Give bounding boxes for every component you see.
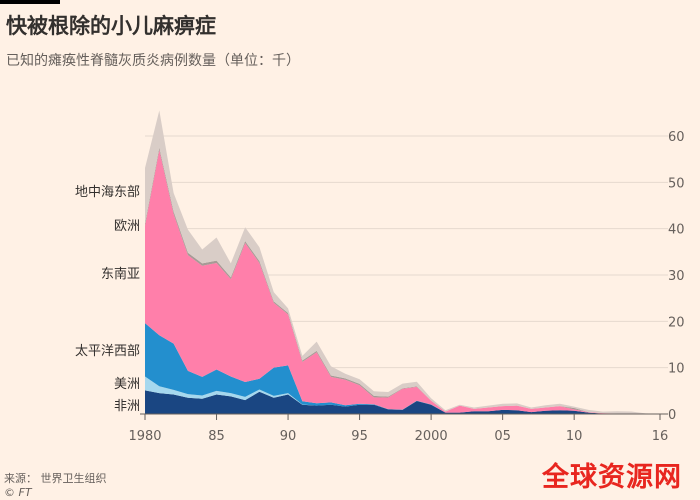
x-tick-label: 16 [652, 429, 669, 444]
region-label-欧洲: 欧洲 [114, 219, 140, 234]
x-tick-label: 1980 [128, 429, 161, 444]
y-tick-label: 50 [668, 176, 685, 191]
area-series-group [145, 110, 660, 414]
area-东南亚 [145, 149, 660, 414]
y-tick-label: 30 [668, 269, 685, 284]
chart-subtitle: 已知的瘫痪性脊髓灰质炎病例数量（单位：千） [6, 53, 300, 69]
x-tick-label: 85 [208, 429, 225, 444]
region-label-太平洋西部: 太平洋西部 [75, 344, 140, 359]
y-tick-label: 20 [668, 315, 685, 330]
x-tick-label: 95 [351, 429, 368, 444]
region-label-东南亚: 东南亚 [101, 266, 140, 282]
top-accent-bar [0, 0, 60, 4]
area-太平洋西部 [145, 323, 660, 414]
x-tick-label: 10 [566, 429, 583, 444]
region-label-美洲: 美洲 [114, 377, 140, 392]
source-note: 来源： 世界卫生组织 [4, 472, 107, 485]
y-axis: 0 10 20 30 40 50 60 [668, 130, 685, 423]
x-tick-label: 05 [494, 429, 511, 444]
y-tick-label: 0 [668, 408, 676, 423]
stacked-area-chart: 1980 85 90 95 2000 05 10 16 0 10 20 30 40 50 60 非洲 美洲 太… [75, 110, 685, 444]
area-非洲 [145, 390, 660, 414]
x-tick-label: 2000 [415, 429, 448, 444]
x-tick-label: 90 [280, 429, 297, 444]
y-tick-label: 10 [668, 362, 685, 377]
y-tick-label: 40 [668, 223, 685, 238]
region-labels: 非洲 美洲 太平洋西部 东南亚 欧洲 地中海东部 [75, 185, 140, 414]
region-label-非洲: 非洲 [114, 399, 140, 414]
ft-credit: © FT [4, 486, 32, 499]
x-axis: 1980 85 90 95 2000 05 10 16 [128, 413, 669, 444]
y-tick-label: 60 [668, 130, 685, 145]
watermark-logo: 全球资源网 [542, 462, 682, 493]
chart-title: 快被根除的小儿麻痹症 [6, 14, 216, 38]
region-label-地中海东部: 地中海东部 [75, 185, 140, 200]
